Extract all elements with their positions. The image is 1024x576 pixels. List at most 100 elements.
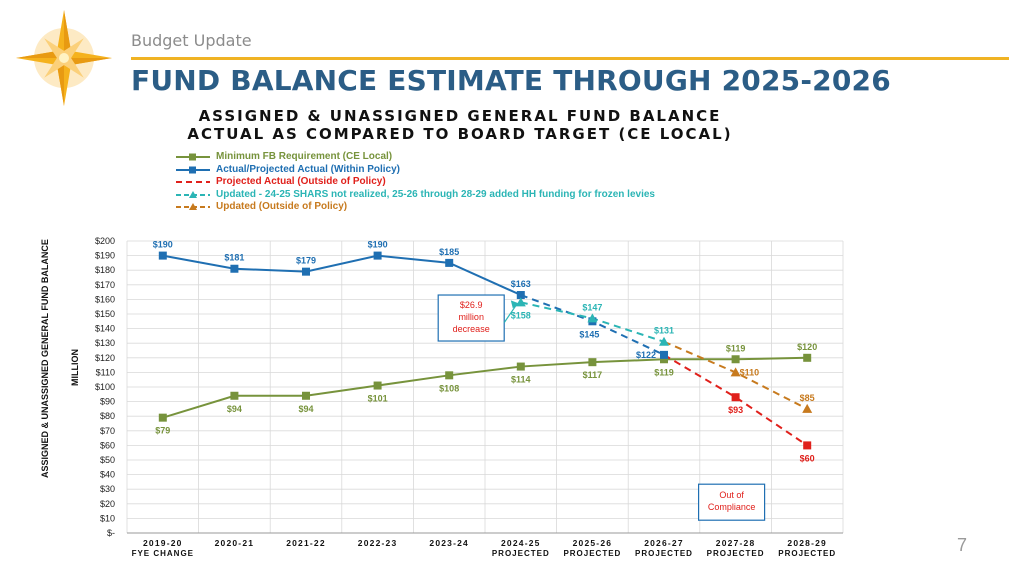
data-label: $117 (583, 370, 603, 380)
data-label: $119 (726, 343, 746, 353)
x-tick-sublabel: FYE CHANGE (132, 549, 194, 558)
data-label: $119 (654, 367, 674, 377)
data-label: $85 (800, 393, 815, 403)
y-tick-label: $70 (100, 426, 115, 436)
x-tick-sublabel: PROJECTED (778, 549, 836, 558)
point-minimum (445, 371, 454, 380)
y-tick-label: $60 (100, 440, 115, 450)
y-tick-label: $190 (95, 251, 115, 261)
point-updated (587, 313, 598, 323)
y-tick-label: $140 (95, 324, 115, 334)
point-minimum (731, 355, 740, 364)
data-label: $145 (579, 329, 599, 339)
point-projected-outside (803, 441, 812, 450)
data-label: $93 (728, 405, 743, 415)
point-actual (302, 267, 310, 276)
section-subtitle: Budget Update (131, 31, 252, 50)
annotation-box-out-of-compliance (697, 483, 766, 521)
x-tick-label: 2019-20 (143, 538, 183, 548)
legend-label: Minimum FB Requirement (CE Local) (216, 151, 393, 162)
x-tick-label: 2022-23 (358, 538, 398, 548)
data-label: $60 (800, 453, 815, 463)
point-minimum (660, 355, 668, 364)
x-tick-sublabel: PROJECTED (707, 549, 765, 558)
annotation-box-decrease (437, 294, 505, 342)
data-label: $158 (511, 310, 531, 320)
data-label: $185 (439, 247, 459, 257)
legend-swatch-dashed-triangle-icon (176, 203, 210, 210)
data-label: $101 (368, 394, 388, 404)
chart-title-line2: ACTUAL AS COMPARED TO BOARD TARGET (CE L… (187, 125, 733, 143)
y-tick-label: $160 (95, 294, 115, 304)
annotation-arrow (503, 303, 518, 323)
point-updated (515, 297, 526, 307)
annotation-text: million (458, 312, 484, 322)
y-tick-label: $150 (95, 309, 115, 319)
header-divider (131, 57, 1009, 60)
y-tick-label: $30 (100, 484, 115, 494)
page-title: FUND BALANCE ESTIMATE THROUGH 2025-2026 (131, 64, 891, 97)
y-tick-label: $10 (100, 513, 115, 523)
point-minimum (230, 391, 239, 400)
annotation-text: decrease (453, 324, 490, 334)
data-label: $94 (298, 404, 313, 414)
y-tick-label: $120 (95, 353, 115, 363)
x-tick-label: 2023-24 (429, 538, 469, 548)
legend-swatch-line-icon (176, 153, 210, 161)
y-tick-label: $40 (100, 470, 115, 480)
point-minimum (588, 358, 597, 367)
point-minimum (158, 413, 167, 422)
x-tick-label: 2027-28 (716, 538, 756, 548)
series-line-projected-outside (663, 354, 808, 447)
x-tick-sublabel: PROJECTED (635, 549, 693, 558)
point-actual-projected (660, 350, 668, 359)
y-tick-label: $130 (95, 338, 115, 348)
point-actual (516, 291, 525, 300)
y-tick-label: $100 (95, 382, 115, 392)
y-tick-label: $200 (95, 236, 115, 246)
x-tick-label: 2020-21 (215, 538, 255, 548)
data-label: $147 (582, 302, 602, 312)
legend-swatch-line-icon (176, 166, 210, 173)
data-label: $79 (155, 426, 170, 436)
point-minimum (302, 391, 310, 400)
chart-title-line1: ASSIGNED & UNASSIGNED GENERAL FUND BALAN… (198, 107, 722, 125)
data-label: $110 (740, 367, 760, 377)
data-label: $108 (439, 383, 459, 393)
annotation-text: Out of (719, 490, 744, 500)
series-line-minimum (162, 356, 808, 419)
data-label: $179 (296, 256, 316, 266)
y-tick-label: $- (107, 528, 115, 538)
y-tick-label: $90 (100, 397, 115, 407)
x-tick-sublabel: PROJECTED (492, 549, 550, 558)
x-tick-label: 2026-27 (644, 538, 684, 548)
y-tick-label: $170 (95, 280, 115, 290)
x-tick-label: 2024-25 (501, 538, 541, 548)
data-label: $122 (636, 350, 656, 360)
y-tick-label: $20 (100, 499, 115, 509)
annotation-arrowhead (510, 300, 519, 309)
data-label: $94 (227, 404, 242, 414)
legend-swatch-dashed-triangle-icon (176, 190, 210, 198)
legend-label: Updated (Outside of Policy) (216, 201, 348, 212)
annotation-text: $26.9 (460, 300, 483, 310)
x-tick-label: 2021-22 (286, 538, 326, 548)
data-label: $181 (224, 253, 244, 263)
data-label: $190 (153, 240, 173, 250)
y-tick-label: $180 (95, 265, 115, 275)
annotation-text: Compliance (708, 502, 756, 512)
x-tick-label: 2025-26 (573, 538, 613, 548)
compass-star-icon (16, 10, 112, 106)
point-minimum (373, 381, 382, 390)
point-updated-outside (730, 367, 741, 377)
legend-label: Updated - 24-25 SHARS not realized, 25-2… (216, 188, 655, 200)
data-label: $114 (511, 375, 531, 385)
series-line-actual (162, 254, 522, 296)
point-updated (659, 336, 669, 346)
data-label: $190 (368, 240, 388, 250)
y-tick-label: $50 (100, 455, 115, 465)
x-tick-sublabel: PROJECTED (563, 549, 621, 558)
y-tick-label: $80 (100, 411, 115, 421)
point-actual (373, 251, 382, 260)
